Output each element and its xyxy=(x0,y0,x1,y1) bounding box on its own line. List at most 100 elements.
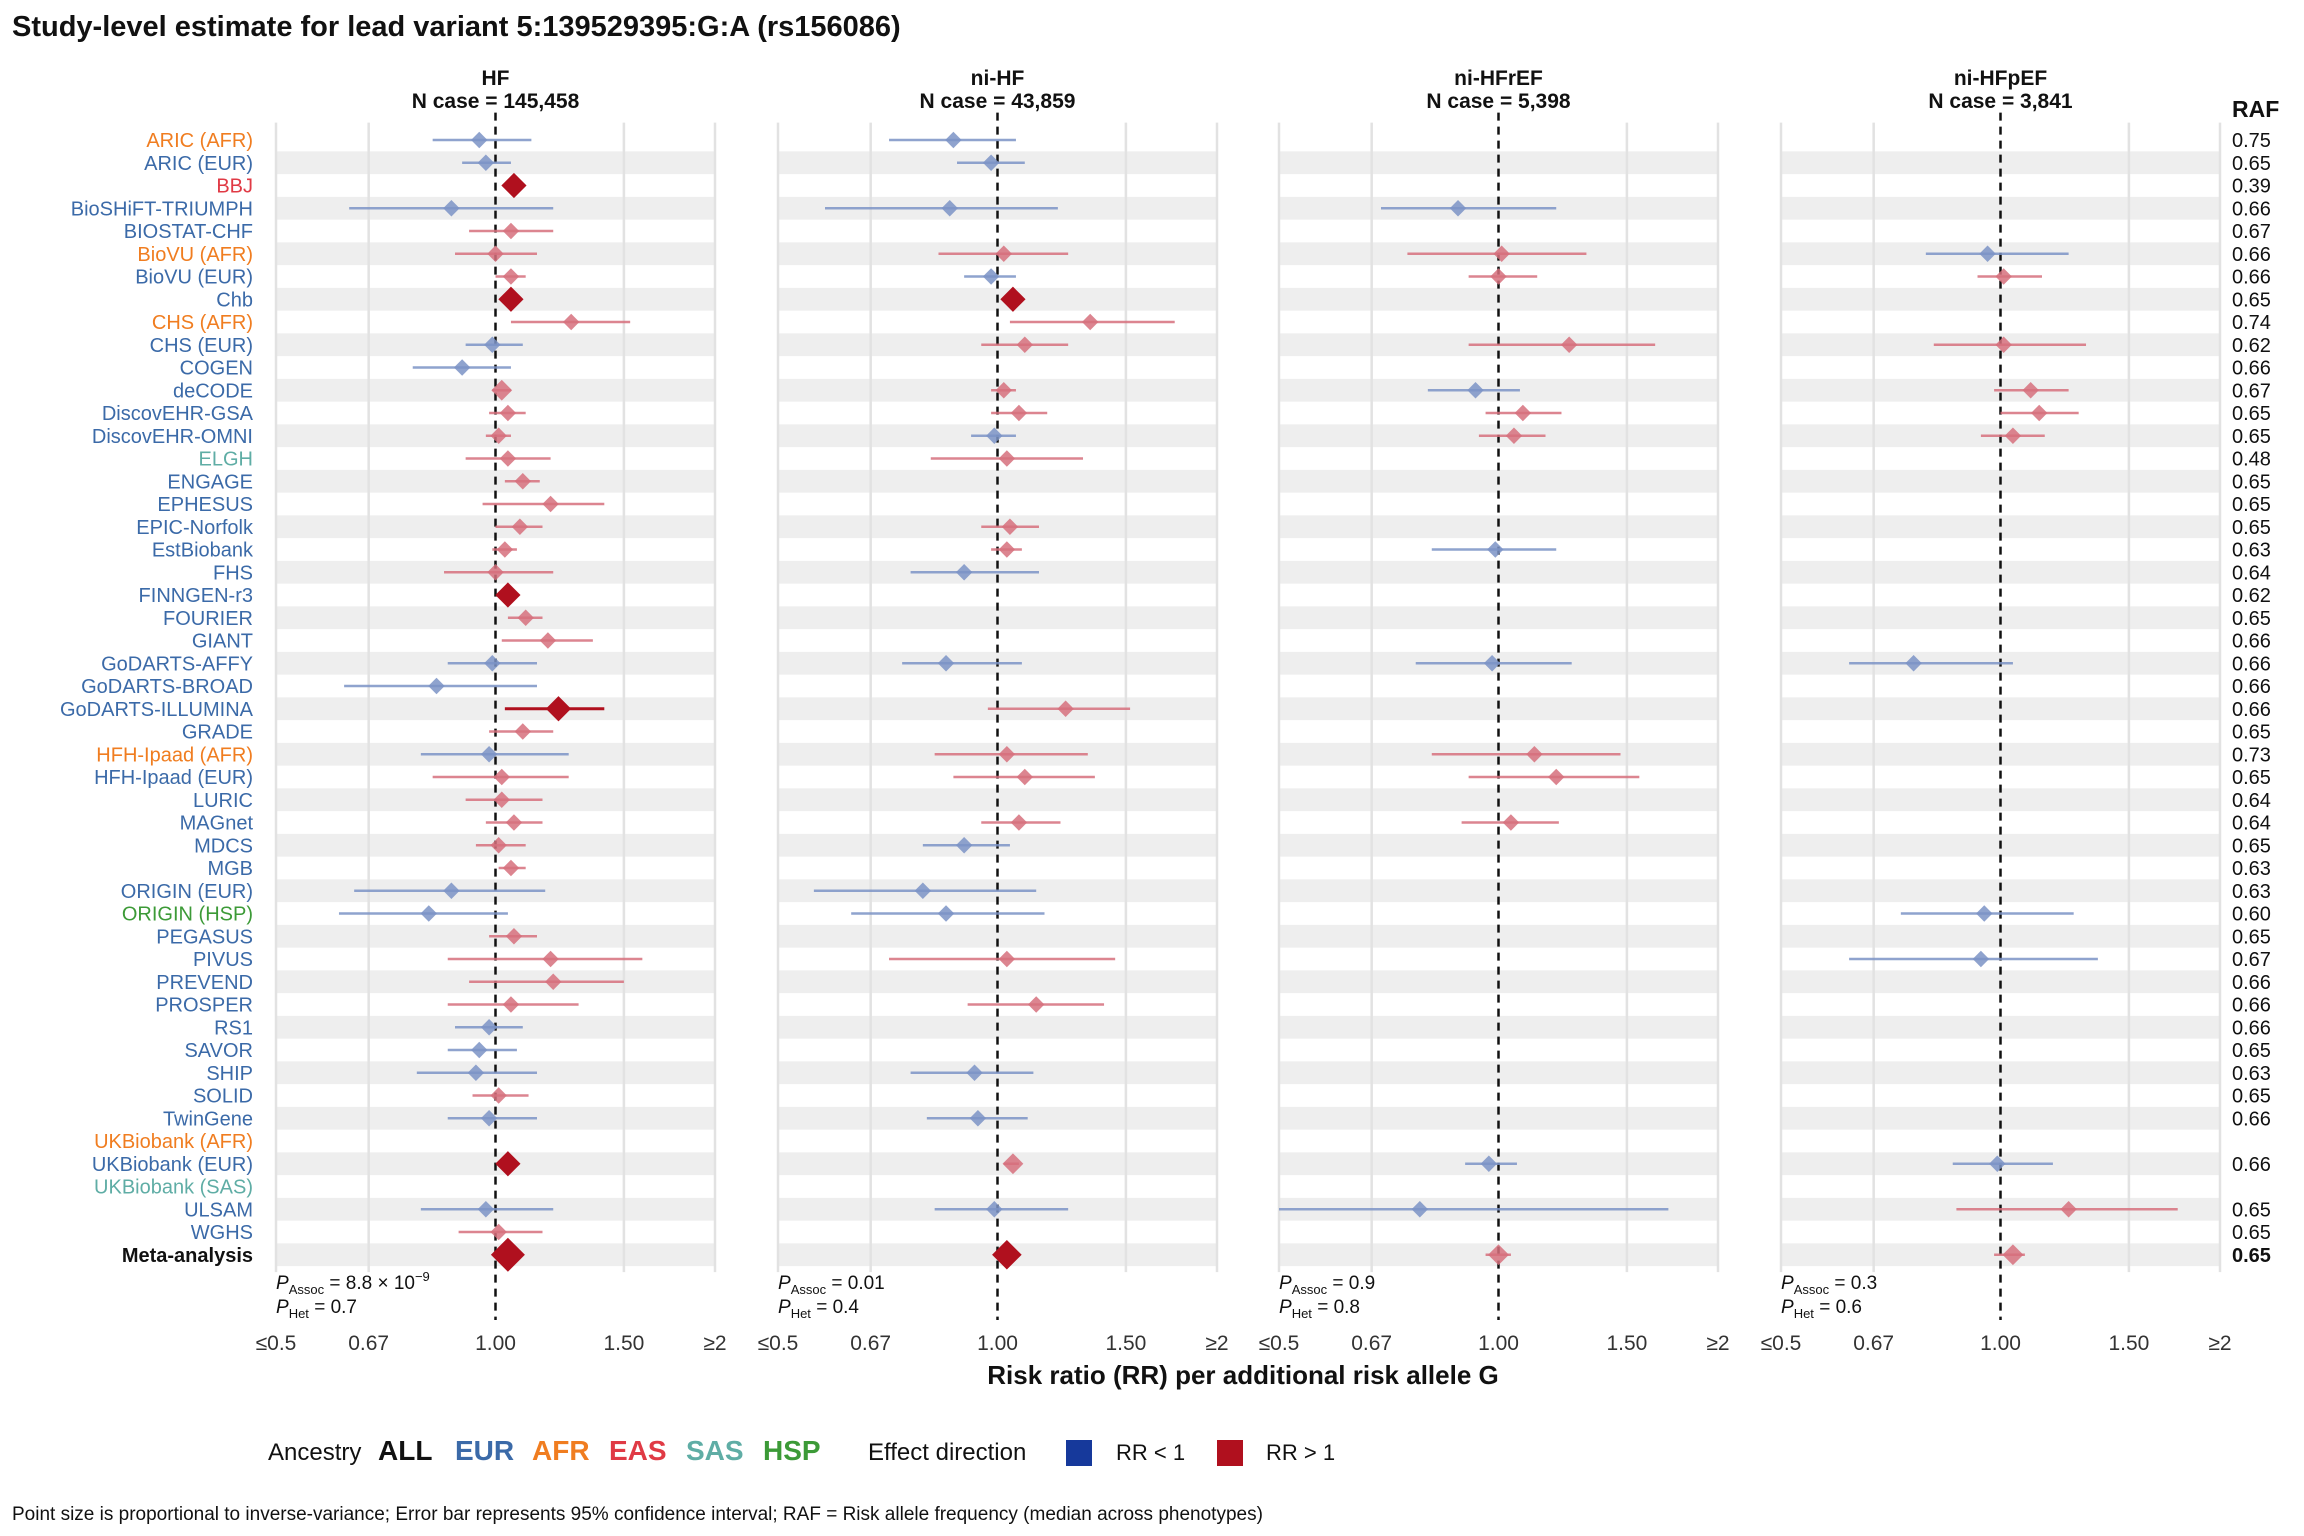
raf-value: 0.65 xyxy=(2232,1222,2271,1244)
point-estimate xyxy=(467,1064,485,1081)
point-estimate xyxy=(1488,1244,1509,1266)
study-label: EstBiobank xyxy=(152,540,254,562)
study-label: ARIC (AFR) xyxy=(146,130,253,152)
study-label: PIVUS xyxy=(193,949,253,971)
study-label: FHS xyxy=(213,562,253,584)
point-estimate xyxy=(1010,404,1028,422)
x-tick-label: 1.50 xyxy=(2108,1332,2149,1355)
panel-title: HF xyxy=(482,67,510,90)
raf-value: 0.62 xyxy=(2232,585,2271,607)
point-estimate xyxy=(477,1201,495,1218)
study-label: SAVOR xyxy=(184,1040,253,1062)
row-band xyxy=(1781,1106,2220,1130)
raf-value: 0.63 xyxy=(2232,858,2271,880)
point-estimate xyxy=(511,518,529,535)
point-estimate xyxy=(495,1151,521,1177)
point-estimate xyxy=(545,696,572,722)
point-estimate xyxy=(487,245,504,262)
point-estimate xyxy=(498,286,524,312)
point-estimate xyxy=(1483,655,1501,672)
p-assoc: PAssoc = 0.01 xyxy=(778,1273,885,1297)
point-estimate xyxy=(966,1064,983,1081)
row-band xyxy=(1279,697,1718,721)
point-estimate xyxy=(1487,541,1504,558)
point-estimate xyxy=(484,336,501,353)
point-estimate xyxy=(480,1019,498,1036)
point-estimate xyxy=(1000,286,1026,312)
point-estimate xyxy=(490,1237,525,1272)
x-axis-label: Risk ratio (RR) per additional risk alle… xyxy=(987,1360,1498,1390)
raf-column: RAF0.750.650.390.660.670.660.660.650.740… xyxy=(2232,96,2279,1267)
point-estimate xyxy=(490,1223,507,1241)
study-label: BIOSTAT-CHF xyxy=(124,221,253,243)
study-label: GIANT xyxy=(192,631,253,653)
raf-value: 0.65 xyxy=(2232,767,2271,789)
study-labels: ARIC (AFR)ARIC (EUR)BBJBioSHiFT-TRIUMPHB… xyxy=(60,130,254,1267)
study-label: GoDARTS-ILLUMINA xyxy=(60,699,254,721)
p-het: PHet = 0.4 xyxy=(778,1297,859,1321)
study-label: PEGASUS xyxy=(156,926,253,948)
x-tick-label: ≥2 xyxy=(2208,1332,2231,1355)
study-label: PREVEND xyxy=(156,972,253,994)
p-subscript: Het xyxy=(791,1306,812,1321)
point-estimate xyxy=(502,996,520,1013)
legend-effect-below-one: RR < 1 xyxy=(1116,1440,1185,1465)
study-label: SOLID xyxy=(193,1086,253,1108)
point-estimate xyxy=(1995,336,2012,353)
study-label: BBJ xyxy=(216,176,253,198)
p-subscript: Het xyxy=(1794,1306,1815,1321)
point-estimate xyxy=(517,609,534,626)
panel-title: ni-HF xyxy=(971,67,1025,90)
raf-value: 0.66 xyxy=(2232,653,2271,675)
point-estimate xyxy=(955,837,973,854)
study-label: HFH-Ipaad (EUR) xyxy=(94,767,253,789)
p-symbol: P xyxy=(778,1297,791,1318)
row-band xyxy=(1781,924,2220,948)
row-band xyxy=(1279,151,1718,175)
point-estimate xyxy=(1016,768,1033,786)
point-estimate xyxy=(495,582,521,608)
legend-ancestry-eur: EUR xyxy=(455,1435,514,1466)
p-subscript: Assoc xyxy=(791,1282,827,1297)
study-label: MDCS xyxy=(194,835,253,857)
legend-swatch-above-one xyxy=(1217,1440,1243,1466)
point-estimate xyxy=(505,814,523,831)
point-estimate xyxy=(2002,1244,2024,1266)
x-tick-label: ≤0.5 xyxy=(1259,1332,1300,1355)
point-estimate xyxy=(1057,700,1074,717)
point-estimate xyxy=(1505,427,1523,444)
x-tick-label: ≥2 xyxy=(1706,1332,1729,1355)
point-estimate xyxy=(982,154,1000,171)
raf-value: 0.65 xyxy=(2232,926,2271,948)
row-band xyxy=(1279,924,1718,948)
row-band xyxy=(1781,879,2220,903)
raf-value: 0.67 xyxy=(2232,221,2271,243)
point-estimate xyxy=(945,131,962,149)
study-label: UKBiobank (EUR) xyxy=(92,1154,253,1176)
raf-value: 0.66 xyxy=(2232,995,2271,1017)
point-estimate xyxy=(490,1087,507,1104)
row-band xyxy=(1781,1061,2220,1085)
point-estimate xyxy=(2031,404,2048,422)
row-band xyxy=(1781,742,2220,766)
point-estimate xyxy=(941,200,958,217)
point-estimate xyxy=(1560,336,1578,353)
point-estimate xyxy=(499,404,517,422)
legend-effect-above-one: RR > 1 xyxy=(1266,1440,1335,1465)
point-estimate xyxy=(496,541,514,558)
row-band xyxy=(1279,515,1718,539)
row-band xyxy=(1279,1106,1718,1130)
point-estimate xyxy=(986,1201,1003,1218)
study-label: BioVU (EUR) xyxy=(135,267,253,289)
raf-value: 0.39 xyxy=(2232,176,2271,198)
raf-value: 0.66 xyxy=(2232,1154,2271,1176)
p-symbol: P xyxy=(1781,1273,1794,1294)
study-label: ARIC (EUR) xyxy=(144,153,253,175)
legend-swatch-below-one xyxy=(1066,1440,1092,1466)
point-estimate xyxy=(1449,200,1467,217)
